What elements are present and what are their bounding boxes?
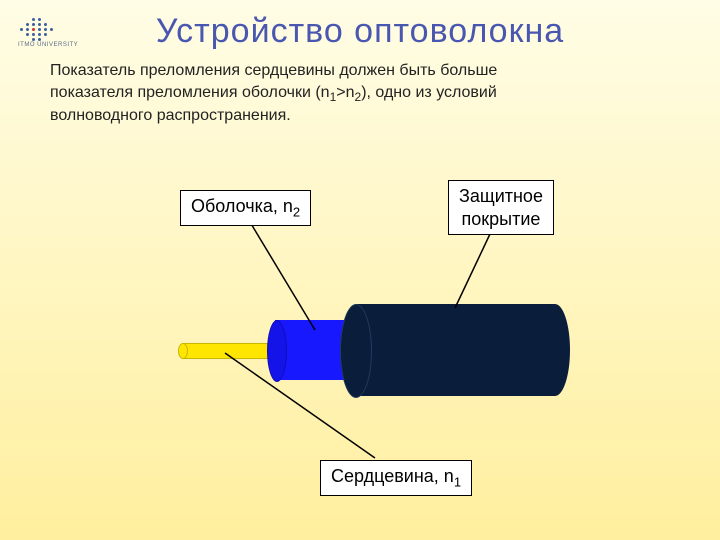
cladding-face	[267, 320, 287, 382]
label-coating-line-1: Защитное	[459, 186, 543, 206]
slide: ITMO UNIVERSITY Устройство оптоволокна П…	[0, 0, 720, 540]
body-line-1: Показатель преломления сердцевины должен…	[50, 62, 497, 79]
label-core-sub: 1	[454, 475, 461, 490]
fiber-diagram: Оболочка, n2 Защитное покрытие Сердцевин…	[60, 180, 660, 520]
body-line-2-post: ), одно из условий	[361, 84, 497, 101]
coating-face	[340, 304, 372, 398]
label-cladding-sub: 2	[293, 205, 300, 220]
label-cladding-text: Оболочка, n	[191, 196, 293, 216]
label-coating: Защитное покрытие	[448, 180, 554, 235]
body-line-2-mid: >n	[336, 84, 354, 101]
coating-cylinder	[355, 304, 550, 396]
coating-end-cap	[540, 304, 570, 396]
label-core-text: Сердцевина, n	[331, 466, 454, 486]
label-core: Сердцевина, n1	[320, 460, 472, 496]
label-cladding: Оболочка, n2	[180, 190, 311, 226]
body-line-2-pre: показателя преломления оболочки (n	[50, 84, 330, 101]
fiber-illustration	[160, 300, 560, 400]
core-face	[178, 343, 188, 359]
label-coating-line-2: покрытие	[462, 209, 541, 229]
body-text: Показатель преломления сердцевины должен…	[50, 60, 630, 127]
body-line-3: волноводного распространения.	[50, 107, 291, 124]
slide-title: Устройство оптоволокна	[0, 12, 720, 51]
